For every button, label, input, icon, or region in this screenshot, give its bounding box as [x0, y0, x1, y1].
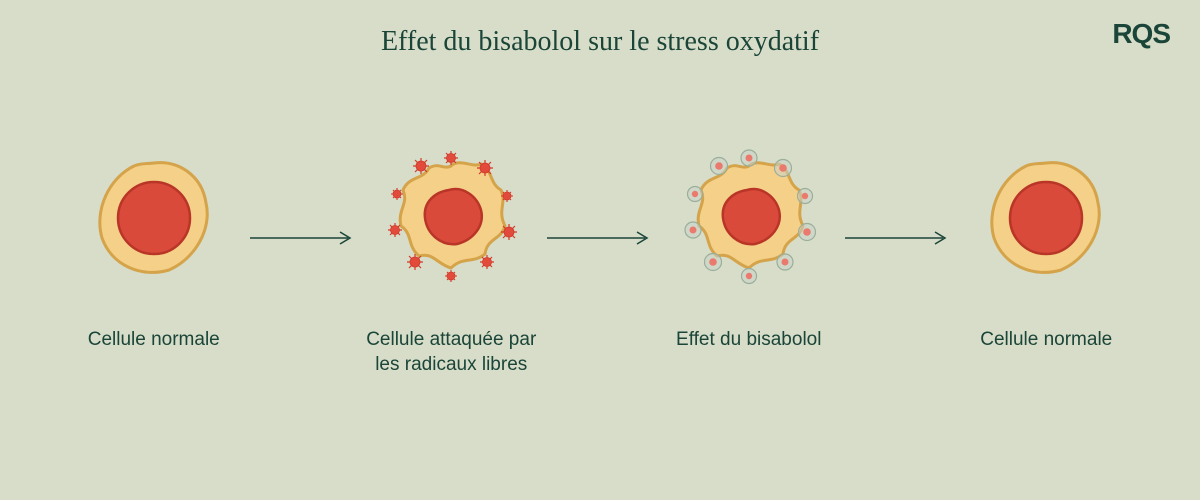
stage-label: Effet du bisabolol	[676, 328, 821, 378]
arrow-icon	[545, 228, 655, 248]
brand-logo: RQS	[1112, 18, 1170, 50]
cell-shielded-icon	[679, 148, 819, 288]
stage-normal-2: Cellule normale	[953, 148, 1141, 378]
stage-label: Cellule normale	[980, 328, 1112, 378]
cell-attacked-icon	[381, 148, 521, 288]
arrow-icon	[843, 228, 953, 248]
stage-label: Cellule normale	[88, 328, 220, 378]
process-diagram: Cellule normale Cellule attaquée p	[0, 148, 1200, 378]
stage-normal-1: Cellule normale	[60, 148, 248, 378]
cell-normal-icon	[976, 148, 1116, 288]
cell-normal-icon	[84, 148, 224, 288]
arrow-icon	[248, 228, 358, 248]
stage-label: Cellule attaquée par les radicaux libres	[358, 328, 546, 378]
stage-shielded: Effet du bisabolol	[655, 148, 843, 378]
diagram-title: Effet du bisabolol sur le stress oxydati…	[0, 0, 1200, 58]
stage-attacked: Cellule attaquée par les radicaux libres	[358, 148, 546, 378]
